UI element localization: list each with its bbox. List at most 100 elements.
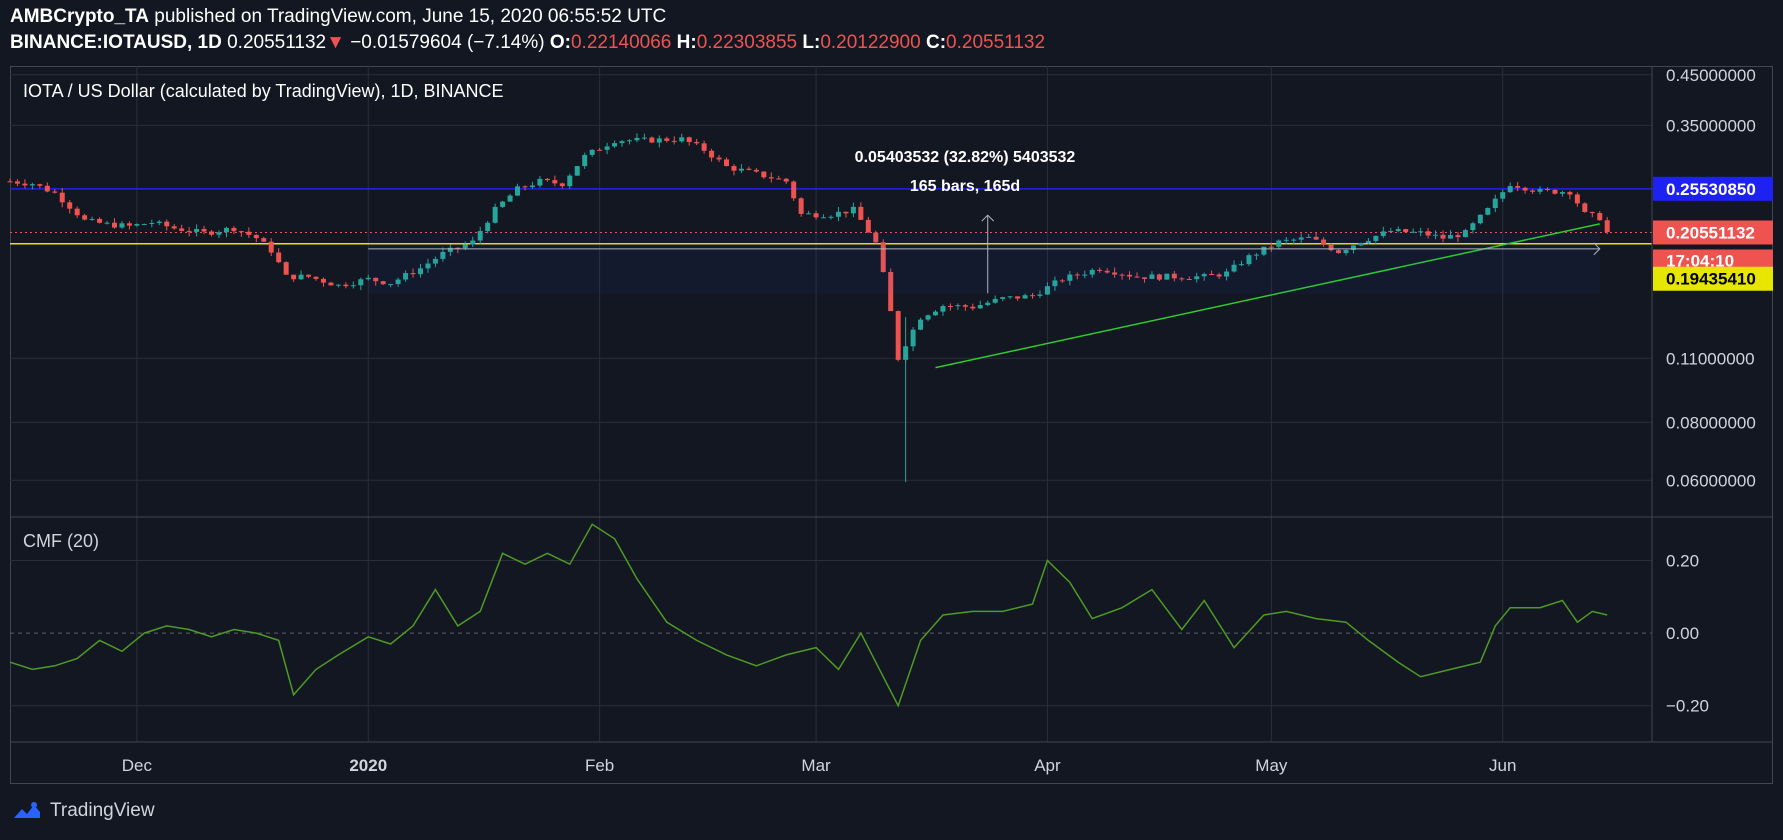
candle-body xyxy=(104,222,110,224)
candle-body xyxy=(529,185,535,188)
axes-layer: 0.45000000 0.35000000 0.11000000 0.08000000… xyxy=(10,66,1773,775)
candle-body xyxy=(522,186,528,188)
candle-body xyxy=(37,184,43,186)
candle-body xyxy=(985,302,991,306)
candle-body xyxy=(29,184,35,186)
candle-body xyxy=(1283,239,1289,241)
candle-body xyxy=(1037,294,1043,296)
candle-body xyxy=(724,159,730,167)
candle-body xyxy=(7,181,13,183)
candle-body xyxy=(880,242,886,272)
candle-body xyxy=(1141,277,1147,279)
candle-body xyxy=(612,143,618,147)
candle-body xyxy=(470,240,476,245)
candle-body xyxy=(813,213,819,218)
candle-body xyxy=(746,168,752,170)
candle-body xyxy=(365,277,371,280)
candle-body xyxy=(1007,296,1013,298)
candle-body xyxy=(1477,214,1483,224)
published-text: published on TradingView.com, June 15, 2… xyxy=(154,6,667,27)
footer-brand[interactable]: TradingView xyxy=(12,800,155,822)
candle-body xyxy=(358,279,364,286)
candle-body xyxy=(209,231,215,235)
measure-arrowhead xyxy=(1593,242,1601,256)
tradingview-logo-icon xyxy=(14,802,40,818)
candle-body xyxy=(1500,192,1506,199)
candle-body xyxy=(194,228,200,232)
candle-body xyxy=(1358,242,1364,246)
candle-body xyxy=(1418,231,1424,233)
time-tick-label: Dec xyxy=(122,756,153,775)
candle-body xyxy=(626,140,632,142)
candle-body xyxy=(1321,239,1327,245)
candle-body xyxy=(388,284,394,286)
candle-body xyxy=(1537,189,1543,192)
candle-body xyxy=(1022,295,1028,299)
change-arrow-icon: ▼ xyxy=(326,32,345,53)
candle-body xyxy=(671,140,677,142)
candle-body xyxy=(500,201,506,207)
author-name[interactable]: AMBCrypto_TA xyxy=(10,6,149,27)
candle-body xyxy=(1440,234,1446,239)
candle-body xyxy=(425,263,431,269)
candle-body xyxy=(1074,274,1080,276)
candle-body xyxy=(835,211,841,217)
price-tick-label: 0.35000000 xyxy=(1666,116,1756,135)
candle-body xyxy=(320,278,326,283)
cmf-line xyxy=(9,523,1608,708)
candle-body xyxy=(223,227,229,233)
candle-body xyxy=(238,231,244,233)
publish-info: AMBCrypto_TA published on TradingView.co… xyxy=(10,6,666,28)
candle-body xyxy=(1462,230,1468,238)
candle-body xyxy=(761,171,767,178)
time-tick-label: Feb xyxy=(585,756,614,775)
candle-body xyxy=(410,273,416,275)
footer-brand-text: TradingView xyxy=(50,800,155,821)
candle-body xyxy=(1328,244,1334,251)
candle-body xyxy=(418,268,423,275)
chart-frame[interactable] xyxy=(10,66,1773,784)
candle-body xyxy=(947,306,953,308)
candle-body xyxy=(1552,189,1558,194)
candle-body xyxy=(821,217,827,219)
candle-body xyxy=(932,311,938,316)
cmf-tick-label: 0.20 xyxy=(1666,552,1699,571)
open-value: 0.22140066 xyxy=(570,32,672,53)
countdown-label-bg xyxy=(1653,249,1773,272)
cmf-series xyxy=(9,523,1608,708)
candle-body xyxy=(253,234,259,239)
candle-body xyxy=(798,198,804,214)
candle-body xyxy=(1179,278,1185,280)
candle-body xyxy=(283,262,289,275)
support-price-label: 0.19435410 xyxy=(1666,270,1756,289)
low-label: L: xyxy=(802,32,821,53)
candle-body xyxy=(768,177,774,179)
candle-body xyxy=(186,230,192,232)
candle-body xyxy=(1067,274,1073,281)
last-price: 0.20551132 xyxy=(227,32,327,53)
countdown-label: 17:04:10 xyxy=(1666,252,1734,271)
candle-body xyxy=(67,202,73,209)
candle-body xyxy=(656,138,662,143)
candle-body xyxy=(664,138,670,141)
candle-body xyxy=(246,231,252,235)
candle-body xyxy=(119,223,125,228)
candle-body xyxy=(462,244,468,249)
candle-body xyxy=(1507,186,1513,193)
candle-body xyxy=(544,178,550,181)
candle-body xyxy=(1082,274,1088,276)
candle-body xyxy=(1545,189,1551,191)
candle-body xyxy=(1350,245,1356,250)
candle-body xyxy=(1253,254,1259,256)
close-label: C: xyxy=(925,32,947,53)
candle-body xyxy=(432,258,438,264)
candle-body xyxy=(582,154,588,167)
candle-body xyxy=(918,319,924,330)
candle-body xyxy=(1112,272,1118,275)
candle-body xyxy=(1194,276,1200,280)
candle-body xyxy=(940,306,946,312)
candle-body xyxy=(1224,271,1230,277)
candle-body xyxy=(1559,192,1565,194)
low-value: 0.20122900 xyxy=(820,32,921,53)
